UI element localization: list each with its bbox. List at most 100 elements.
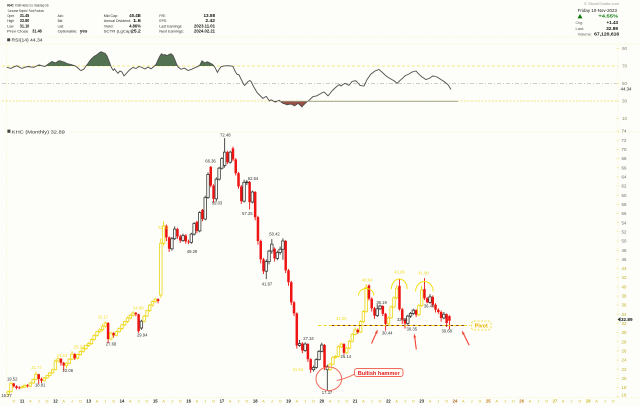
svg-text:17.37: 17.37: [322, 390, 333, 395]
svg-text:28: 28: [622, 339, 627, 344]
svg-text:Open: Open: [7, 13, 14, 18]
svg-text:62.64: 62.64: [248, 176, 259, 181]
svg-text:32: 32: [622, 321, 627, 326]
svg-text:O: O: [245, 399, 248, 403]
svg-text:J: J: [171, 399, 173, 403]
svg-text:Prev Close: Prev Close: [7, 29, 29, 34]
svg-text:J: J: [571, 399, 573, 403]
svg-text:A: A: [462, 399, 465, 403]
svg-text:J: J: [71, 399, 73, 403]
svg-text:A: A: [429, 399, 432, 403]
svg-text:J: J: [504, 399, 506, 403]
svg-text:J: J: [371, 399, 373, 403]
svg-text:J: J: [471, 399, 473, 403]
svg-text:J: J: [337, 399, 339, 403]
svg-text:14: 14: [120, 398, 125, 403]
svg-text:54: 54: [622, 220, 627, 225]
svg-text:30: 30: [622, 99, 628, 104]
svg-text:50: 50: [622, 239, 627, 244]
svg-text:J: J: [304, 399, 306, 403]
svg-text:Optionable:: Optionable:: [58, 29, 78, 34]
svg-text:64: 64: [622, 175, 627, 180]
svg-text:22: 22: [386, 398, 391, 403]
svg-text:27.68: 27.68: [106, 341, 117, 346]
svg-text:21.54: 21.54: [293, 367, 304, 372]
svg-text:12: 12: [53, 398, 58, 403]
svg-text:J: J: [604, 399, 606, 403]
svg-text:+4.55%: +4.55%: [598, 14, 618, 19]
svg-text:32.95: 32.95: [397, 317, 408, 322]
svg-text:70: 70: [622, 147, 627, 152]
svg-text:A: A: [162, 399, 165, 403]
svg-text:17: 17: [220, 398, 225, 403]
svg-text:16.27: 16.27: [1, 393, 12, 398]
svg-text:67,120,616: 67,120,616: [594, 32, 620, 37]
svg-text:Mid Cap:: Mid Cap:: [104, 13, 119, 18]
svg-text:18: 18: [622, 385, 627, 390]
svg-text:28: 28: [586, 398, 591, 403]
svg-text:72: 72: [622, 138, 627, 143]
svg-text:13.58: 13.58: [204, 13, 216, 18]
svg-text:RSI(14) 44.34: RSI(14) 44.34: [12, 37, 44, 42]
svg-text:44.34: 44.34: [621, 86, 633, 91]
svg-text:30.68: 30.68: [441, 328, 452, 333]
svg-text:74: 74: [622, 129, 627, 134]
svg-text:A: A: [296, 399, 299, 403]
svg-text:2.42: 2.42: [205, 18, 215, 23]
svg-text:43.06: 43.06: [394, 269, 405, 274]
svg-text:Next Earnings:: Next Earnings:: [159, 29, 184, 34]
svg-text:36.19: 36.19: [376, 300, 387, 305]
svg-text:Kraft Heinz Co. Nasdaq GS: Kraft Heinz Co. Nasdaq GS: [15, 2, 49, 7]
svg-text:O: O: [578, 399, 581, 403]
svg-text:2023.11.01: 2023.11.01: [194, 23, 216, 28]
svg-text:yes: yes: [80, 29, 88, 34]
svg-text:KHC: KHC: [7, 3, 14, 8]
svg-text:O: O: [445, 399, 448, 403]
svg-text:90: 90: [622, 46, 628, 51]
svg-text:60: 60: [622, 193, 627, 198]
svg-text:41.67: 41.67: [262, 281, 273, 286]
svg-text:24.43: 24.43: [57, 353, 68, 358]
svg-text:50: 50: [622, 81, 628, 86]
svg-text:J: J: [437, 399, 439, 403]
svg-text:27: 27: [553, 398, 558, 403]
svg-text:+1.43: +1.43: [607, 20, 619, 25]
svg-text:58: 58: [622, 202, 627, 207]
svg-text:A: A: [362, 399, 365, 403]
svg-text:A: A: [196, 399, 199, 403]
svg-text:J: J: [104, 399, 106, 403]
svg-text:Pivot: Pivot: [475, 324, 488, 330]
svg-text:Last:: Last:: [576, 26, 585, 31]
svg-text:J: J: [38, 399, 40, 403]
svg-text:P/E:: P/E:: [159, 13, 166, 18]
svg-text:O: O: [46, 399, 49, 403]
svg-text:KHC (Monthly) 32.89: KHC (Monthly) 32.89: [12, 129, 66, 134]
svg-text:O: O: [279, 399, 282, 403]
svg-text:O: O: [112, 399, 115, 403]
svg-text:22: 22: [622, 367, 627, 372]
svg-text:25: 25: [486, 398, 491, 403]
svg-text:2024.02.21: 2024.02.21: [194, 29, 216, 34]
svg-text:O: O: [312, 399, 315, 403]
svg-text:21: 21: [353, 398, 358, 403]
svg-text:26: 26: [622, 349, 627, 354]
svg-text:36: 36: [622, 303, 627, 308]
svg-text:66.36: 66.36: [205, 159, 216, 164]
svg-text:26: 26: [519, 398, 524, 403]
svg-text:56: 56: [622, 211, 627, 216]
svg-text:A: A: [562, 399, 565, 403]
svg-text:SCTR (LgCap):: SCTR (LgCap):: [104, 29, 134, 34]
svg-text:Ask:: Ask:: [58, 13, 64, 18]
svg-text:A: A: [529, 399, 532, 403]
svg-text:O: O: [612, 399, 615, 403]
svg-text:A: A: [495, 399, 498, 403]
svg-text:19: 19: [286, 398, 291, 403]
svg-text:O: O: [12, 399, 15, 403]
svg-text:A: A: [395, 399, 398, 403]
svg-text:25.94: 25.94: [74, 345, 85, 350]
svg-text:42: 42: [622, 275, 627, 280]
svg-text:Friday 10-Nov-2023: Friday 10-Nov-2023: [578, 8, 618, 13]
svg-text:A: A: [29, 399, 32, 403]
svg-text:J: J: [204, 399, 206, 403]
svg-text:31.46: 31.46: [32, 29, 42, 34]
